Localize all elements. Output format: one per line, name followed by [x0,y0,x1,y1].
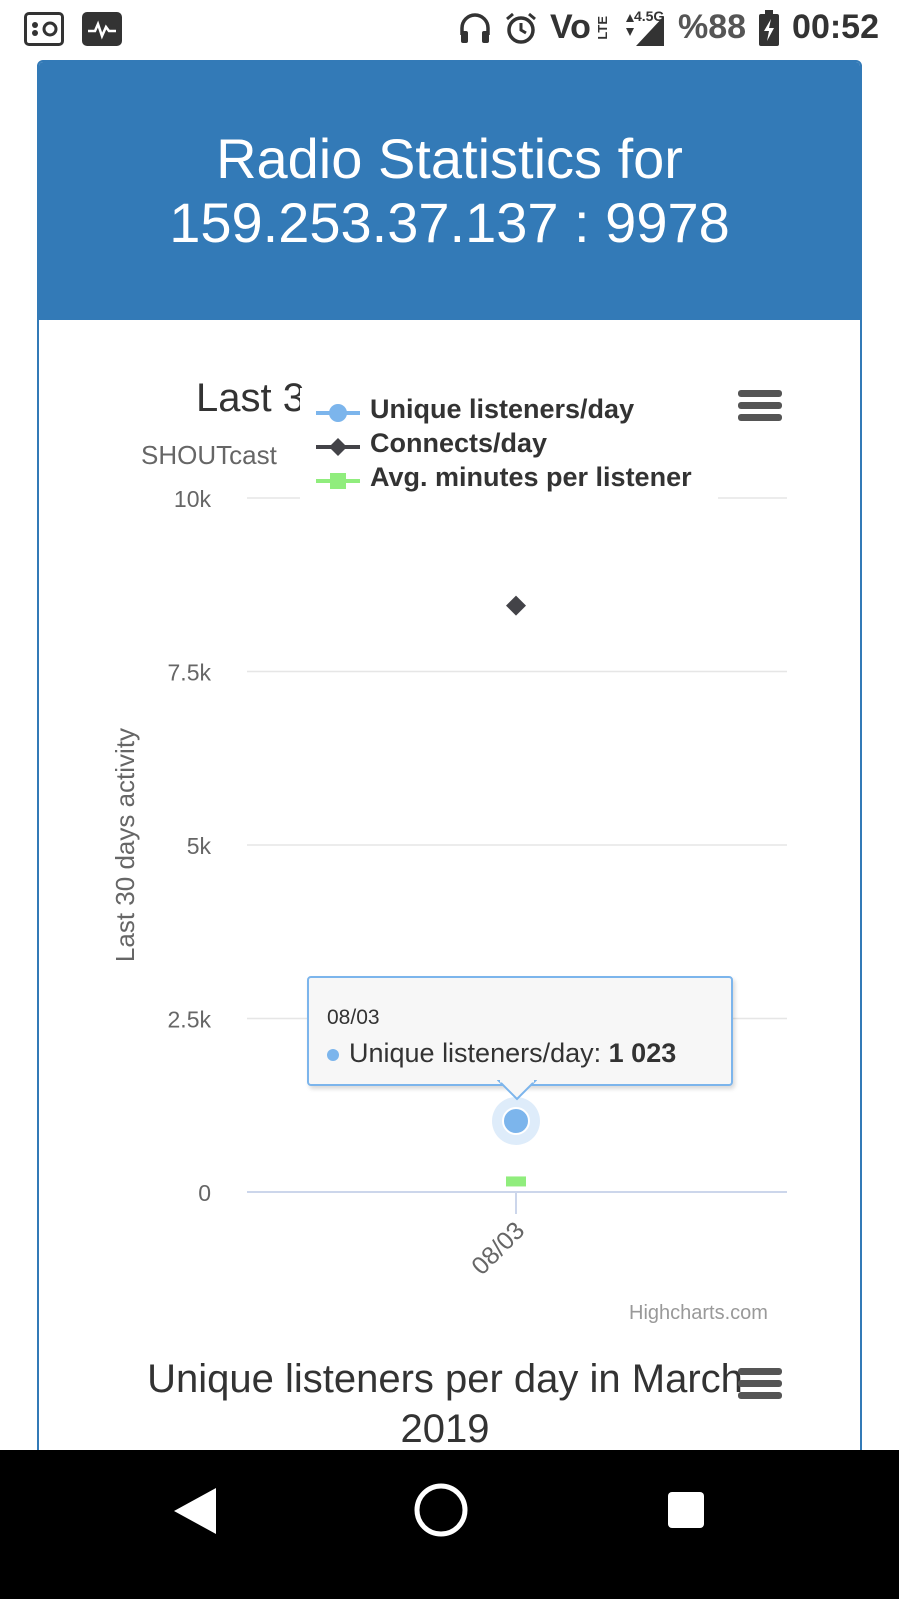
navigation-bar [0,1450,899,1599]
legend-item[interactable]: Unique listeners/day [300,392,718,426]
chart-menu-button[interactable] [738,390,782,426]
unique-listeners-point[interactable] [502,1107,530,1136]
legend-label: Avg. minutes per listener [370,461,692,492]
back-button[interactable] [172,1486,218,1541]
tooltip-line: Unique listeners/day: 1 023 [327,1038,676,1069]
volte-icon: Vo LTE [550,8,610,46]
y-tick-label: 7.5k [168,660,212,686]
recents-icon [668,1492,704,1528]
highcharts-credits-link[interactable]: Highcharts.com [629,1302,768,1324]
chart-legend: Unique listeners/day Connects/day Avg. min… [300,388,718,500]
legend-symbol [316,467,360,489]
tooltip-date: 08/03 [327,1006,380,1029]
chart-title: Last 3 [196,376,305,420]
battery-charging-icon [758,9,780,46]
y-tick-label: 0 [198,1180,211,1206]
legend-item[interactable]: Avg. minutes per listener [300,460,718,494]
status-bar: Vo LTE 4.5G %88 00:52 [0,0,899,60]
clock: 00:52 [792,8,879,46]
chart2-menu-button[interactable] [738,1368,782,1404]
activity-monitor-icon [82,12,122,46]
chart-subtitle: SHOUTcast [141,440,277,470]
y-axis-tick-labels: 0 2.5k 5k 7.5k 10k [168,486,212,1206]
radio-icon [24,12,64,46]
hamburger-menu-icon [738,390,782,397]
tooltip-value: 1 023 [608,1038,677,1068]
stats-panel: Radio Statistics for 159.253.37.137 : 99… [37,60,862,1480]
y-axis-label: Last 30 days activity [110,728,140,962]
legend-symbol [316,399,360,422]
back-icon [174,1488,216,1534]
signal-icon: 4.5G [622,8,666,46]
panel-header: Radio Statistics for 159.253.37.137 : 99… [39,62,860,320]
x-tick-label: 08/03 [466,1216,530,1280]
battery-text: %88 [677,8,747,46]
connects-point[interactable] [506,595,526,616]
chart2-title: Unique listeners per day in March 2019 [147,1357,743,1451]
recents-button[interactable] [667,1491,705,1534]
y-tick-label: 10k [174,486,212,512]
tooltip-series-dot [327,1048,339,1061]
legend-label: Unique listeners/day [370,393,635,424]
home-icon [414,1483,468,1537]
y-tick-label: 2.5k [168,1007,212,1033]
hamburger-menu-icon [738,1368,782,1375]
home-button[interactable] [411,1480,471,1545]
legend-label: Connects/day [370,427,548,458]
tooltip-pointer [497,1079,537,1101]
legend-item[interactable]: Connects/day [300,426,718,460]
activity-chart: 0 2.5k 5k 7.5k 10k Last 30 days activity 08/… [110,486,787,1280]
page-title: Radio Statistics for 159.253.37.137 : 99… [169,127,730,254]
chart-points [492,595,540,1187]
chart-tooltip: 08/03 Unique listeners/day: 1 023 [307,976,733,1086]
tooltip-series: Unique listeners/day: [349,1038,602,1068]
headphones-icon [458,11,492,45]
alarm-icon [504,11,538,45]
x-axis-tick-labels: 08/03 [466,1192,530,1280]
y-tick-label: 5k [187,833,212,859]
avg-minutes-point[interactable] [506,1176,526,1187]
legend-symbol [316,433,360,456]
